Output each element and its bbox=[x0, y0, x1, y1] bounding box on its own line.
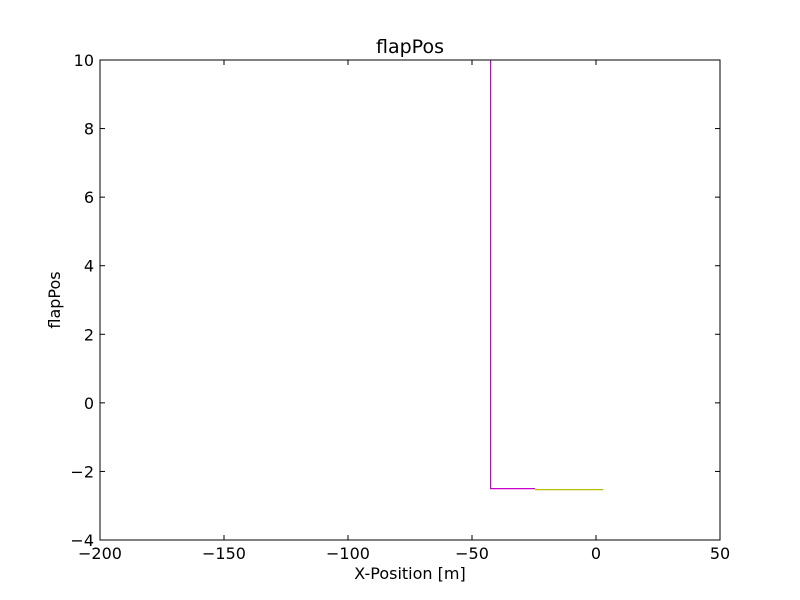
y-axis-label: flapPos bbox=[45, 271, 64, 328]
y-ticks: −4 −2 0 2 4 6 8 10 bbox=[70, 51, 720, 550]
y-tick-label: −4 bbox=[70, 531, 94, 550]
y-tick-label: −2 bbox=[70, 462, 94, 481]
x-tick-label: −150 bbox=[202, 544, 246, 563]
y-tick-label: 6 bbox=[84, 188, 94, 207]
series-layer bbox=[490, 60, 604, 491]
y-tick-label: 4 bbox=[84, 257, 94, 276]
chart-title: flapPos bbox=[376, 36, 444, 58]
plot-frame bbox=[99, 59, 721, 541]
y-tick-label: 10 bbox=[74, 51, 94, 70]
y-tick-label: 2 bbox=[84, 325, 94, 344]
x-tick-label: −50 bbox=[455, 544, 489, 563]
series-line-1 bbox=[490, 60, 536, 490]
y-tick-label: 0 bbox=[84, 394, 94, 413]
x-axis-label: X-Position [m] bbox=[354, 564, 465, 583]
x-tick-label: −200 bbox=[78, 544, 122, 563]
y-tick-label: 8 bbox=[84, 120, 94, 139]
x-tick-label: −100 bbox=[326, 544, 370, 563]
x-tick-label: 50 bbox=[710, 544, 730, 563]
x-ticks: −200 −150 −100 −50 0 50 bbox=[78, 60, 730, 563]
x-tick-label: 0 bbox=[591, 544, 601, 563]
